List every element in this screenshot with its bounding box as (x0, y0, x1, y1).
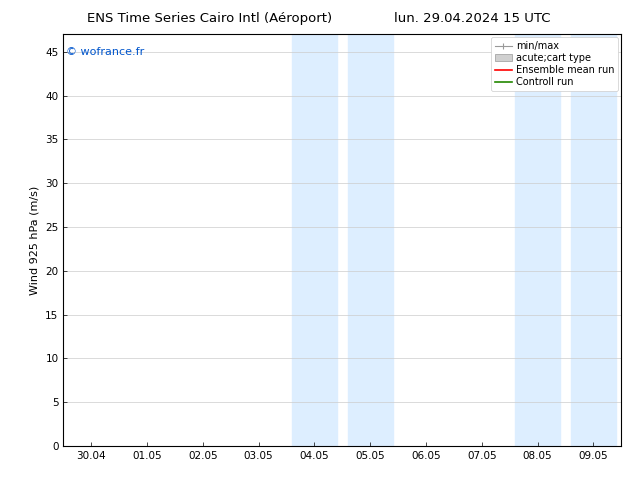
Text: lun. 29.04.2024 15 UTC: lun. 29.04.2024 15 UTC (394, 12, 550, 25)
Text: ENS Time Series Cairo Intl (Aéroport): ENS Time Series Cairo Intl (Aéroport) (87, 12, 332, 25)
Bar (515, 34, 560, 446)
Y-axis label: Wind 925 hPa (m/s): Wind 925 hPa (m/s) (30, 186, 40, 294)
Bar (348, 34, 392, 446)
Legend: min/max, acute;cart type, Ensemble mean run, Controll run: min/max, acute;cart type, Ensemble mean … (491, 37, 618, 91)
Bar (571, 34, 616, 446)
Bar (292, 34, 337, 446)
Text: © wofrance.fr: © wofrance.fr (66, 47, 145, 57)
